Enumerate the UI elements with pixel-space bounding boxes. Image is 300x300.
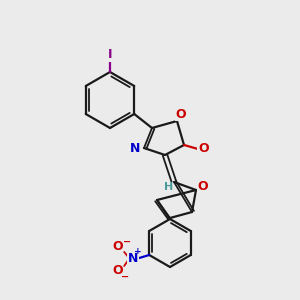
Text: −: − (121, 272, 129, 282)
Text: N: N (128, 251, 138, 265)
Text: O: O (198, 181, 208, 194)
Text: N: N (130, 142, 140, 155)
Text: H: H (164, 182, 173, 192)
Text: O: O (176, 107, 186, 121)
Text: O: O (112, 241, 122, 254)
Text: O: O (198, 142, 209, 154)
Text: +: + (134, 248, 142, 256)
Text: I: I (108, 49, 112, 62)
Text: −: − (123, 237, 131, 247)
Text: O: O (112, 265, 122, 278)
